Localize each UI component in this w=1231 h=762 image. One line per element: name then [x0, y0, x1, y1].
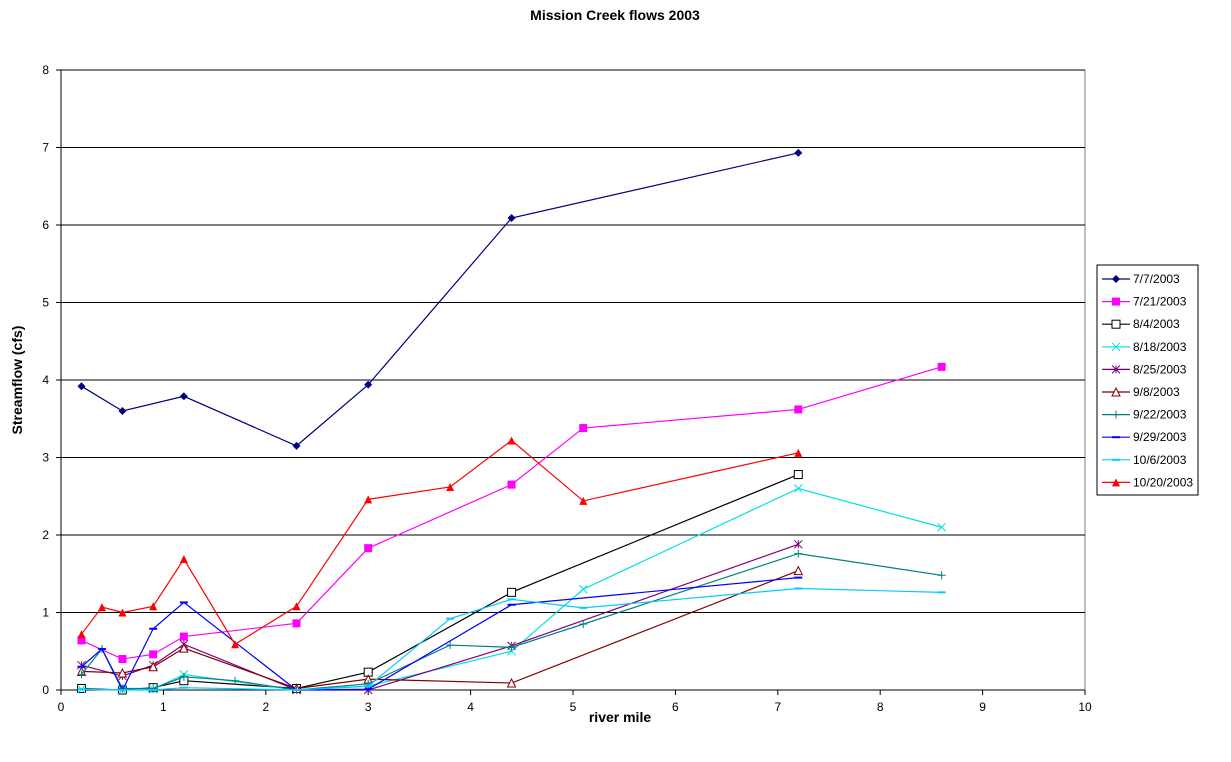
- marker: [364, 544, 373, 553]
- marker: [1112, 275, 1120, 283]
- marker: [292, 619, 301, 628]
- marker: [118, 608, 127, 617]
- marker: [1112, 478, 1120, 487]
- marker: [937, 522, 946, 532]
- y-tick-label: 3: [42, 451, 49, 465]
- marker: [794, 405, 803, 414]
- x-tick-label: 2: [262, 700, 269, 714]
- marker: [364, 495, 373, 504]
- y-tick-label: 4: [42, 373, 49, 387]
- marker: [793, 539, 803, 549]
- marker: [77, 636, 86, 645]
- y-tick-label: 6: [42, 218, 49, 232]
- marker: [77, 382, 86, 391]
- marker: [117, 667, 128, 678]
- x-tick-label: 10: [1078, 700, 1092, 714]
- x-tick-label: 1: [160, 700, 167, 714]
- marker: [179, 392, 188, 401]
- marker: [77, 630, 86, 639]
- legend-label: 7/21/2003: [1133, 295, 1187, 309]
- marker: [97, 603, 106, 612]
- marker: [794, 148, 803, 157]
- legend-label: 10/6/2003: [1133, 453, 1187, 467]
- x-tick-label: 7: [774, 700, 781, 714]
- legend-label: 9/8/2003: [1133, 385, 1180, 399]
- x-tick-label: 9: [979, 700, 986, 714]
- x-tick-label: 8: [877, 700, 884, 714]
- marker: [149, 684, 158, 693]
- marker: [937, 571, 946, 580]
- series-line: [81, 577, 799, 692]
- marker: [793, 565, 804, 576]
- y-tick-label: 1: [42, 606, 49, 620]
- y-tick-label: 2: [42, 528, 49, 542]
- marker: [507, 643, 516, 652]
- x-tick-label: 6: [672, 700, 679, 714]
- y-tick-label: 8: [42, 63, 49, 77]
- marker: [118, 655, 127, 663]
- marker: [231, 640, 240, 649]
- legend-label: 9/29/2003: [1133, 430, 1187, 444]
- series-line: [81, 543, 799, 691]
- marker: [446, 641, 455, 650]
- marker: [446, 482, 455, 491]
- marker: [578, 584, 588, 594]
- legend-label: 7/7/2003: [1133, 272, 1180, 286]
- marker: [292, 602, 301, 611]
- x-tick-label: 3: [365, 700, 372, 714]
- x-tick-label: 4: [467, 700, 474, 714]
- y-axis-label: Streamflow (cfs): [9, 326, 25, 435]
- series-line: [81, 366, 942, 660]
- x-tick-label: 0: [58, 700, 65, 714]
- legend-label: 8/25/2003: [1133, 362, 1187, 376]
- marker: [1112, 297, 1120, 306]
- legend-label: 8/18/2003: [1133, 340, 1187, 354]
- marker: [118, 407, 127, 415]
- legend-label: 8/4/2003: [1133, 317, 1180, 331]
- marker: [179, 555, 188, 564]
- marker: [149, 650, 158, 659]
- marker: [1111, 365, 1121, 374]
- marker: [77, 670, 86, 679]
- y-tick-label: 7: [42, 141, 49, 155]
- marker: [179, 632, 188, 641]
- marker: [292, 441, 301, 450]
- marker: [507, 214, 516, 223]
- marker: [793, 484, 803, 493]
- marker: [179, 672, 188, 681]
- marker: [937, 362, 946, 371]
- legend-label: 9/22/2003: [1133, 408, 1187, 422]
- series-line: [81, 570, 799, 690]
- marker: [149, 602, 158, 611]
- marker: [1111, 319, 1121, 329]
- series-line: [81, 152, 799, 447]
- marker: [507, 587, 517, 597]
- marker: [507, 480, 516, 489]
- series-line: [81, 552, 942, 691]
- series-line: [81, 439, 799, 646]
- chart-title: Mission Creek flows 2003: [530, 7, 700, 23]
- marker: [364, 380, 373, 389]
- y-tick-label: 0: [42, 683, 49, 697]
- x-tick-label: 5: [570, 700, 577, 714]
- marker: [1111, 386, 1121, 397]
- marker: [1112, 410, 1120, 419]
- marker: [507, 436, 516, 445]
- marker: [231, 676, 240, 685]
- marker: [1111, 342, 1121, 352]
- marker: [579, 424, 588, 433]
- x-axis-label: river mile: [589, 709, 651, 725]
- marker: [579, 496, 588, 505]
- marker: [506, 677, 517, 688]
- marker: [179, 643, 189, 653]
- legend-label: 10/20/2003: [1133, 475, 1193, 489]
- marker: [793, 470, 803, 480]
- marker: [794, 549, 803, 558]
- y-tick-label: 5: [42, 296, 49, 310]
- marker: [794, 448, 803, 457]
- marker: [148, 661, 158, 672]
- marker: [579, 620, 588, 629]
